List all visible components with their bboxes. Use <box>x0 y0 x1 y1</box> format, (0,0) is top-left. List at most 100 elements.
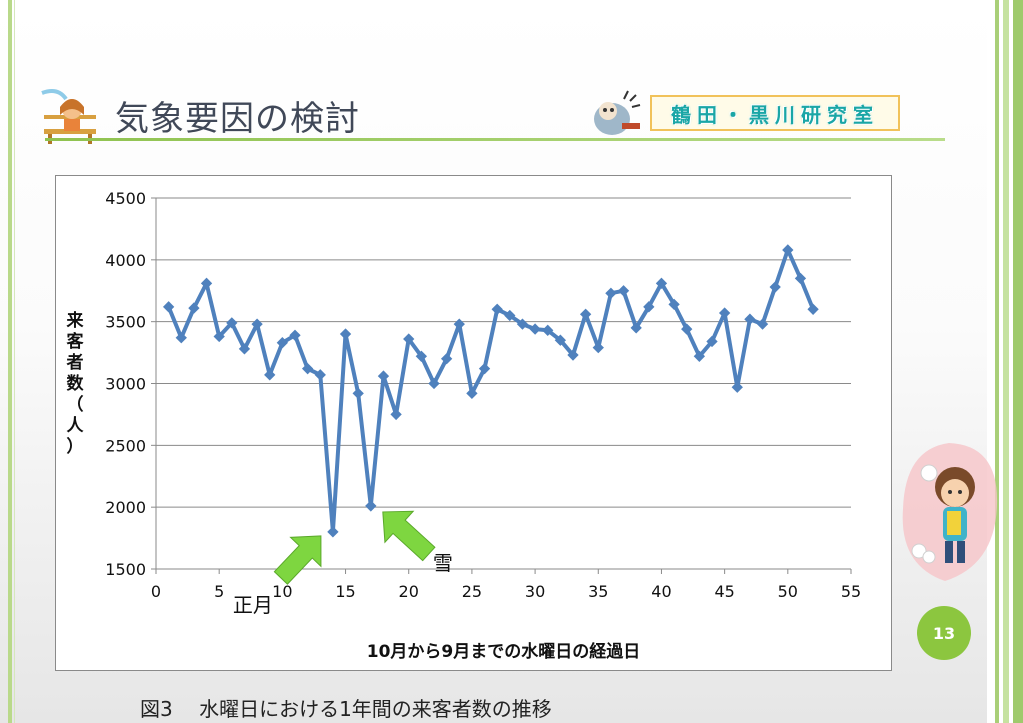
x-tick-label: 5 <box>214 582 224 601</box>
y-axis-label-char: 人 <box>66 416 84 436</box>
data-point <box>327 526 339 538</box>
frame-right-stripes <box>987 0 1023 723</box>
data-point <box>453 318 465 330</box>
data-point <box>516 318 529 330</box>
frame-left-stripe-thin <box>14 0 15 723</box>
y-axis-label-char: 数 <box>66 374 84 394</box>
data-point <box>276 337 289 349</box>
snowball-kid-illustration <box>902 443 998 581</box>
y-axis-label-char: 来 <box>66 311 84 331</box>
figure-caption: 図3 水曜日における1年間の来客者数の推移 <box>140 697 552 721</box>
data-point <box>617 285 630 297</box>
x-tick-label: 30 <box>525 582 545 601</box>
x-tick-label: 45 <box>714 582 734 601</box>
x-tick-label: 20 <box>399 582 419 601</box>
data-point <box>365 500 377 512</box>
data-point <box>655 277 668 289</box>
data-point <box>567 349 579 361</box>
scientist-icon <box>594 90 641 135</box>
series-line <box>166 247 815 534</box>
y-axis-label: 来客者数（人） <box>64 311 86 458</box>
chart-panel: 1500 2000 2500 3000 3500 4000 4500 0 5 10 15 20 25 30… <box>55 175 892 671</box>
x-axis-label: 10月から9月までの水曜日の経過日 <box>367 641 641 662</box>
x-tick-label: 55 <box>841 582 861 601</box>
data-point <box>681 323 693 335</box>
data-point <box>226 317 238 329</box>
data-point <box>478 363 491 375</box>
data-point <box>794 272 807 285</box>
data-point <box>744 313 756 325</box>
data-point <box>188 302 200 314</box>
data-point <box>162 301 175 313</box>
y-axis-label-char: （ <box>66 395 84 415</box>
data-point <box>251 318 263 330</box>
data-point <box>542 324 554 336</box>
data-point <box>731 381 743 393</box>
x-tick-label: 15 <box>335 582 355 601</box>
annotation-arrow-shape <box>273 535 322 585</box>
data-point <box>782 244 794 256</box>
line-chart: 1500 2000 2500 3000 3500 4000 4500 0 5 10 15 20 25 30… <box>105 189 861 662</box>
annotation-label-snow: 雪 <box>433 551 453 575</box>
slide-header: 気象要因の検討 鶴田・黒川研究室 <box>40 85 960 145</box>
y-axis-label-char: 者 <box>66 353 84 373</box>
data-point <box>301 363 314 375</box>
x-tick-label: 10 <box>272 582 292 601</box>
y-axis-label-char: 客 <box>66 332 84 352</box>
data-point <box>428 377 440 390</box>
data-point <box>769 281 781 293</box>
data-point <box>440 353 453 365</box>
x-tick-label: 40 <box>651 582 671 601</box>
y-axis-label-char: ） <box>66 437 84 457</box>
page-number-badge: 13 <box>917 606 971 660</box>
data-point <box>529 323 541 335</box>
x-tick-label: 25 <box>462 582 482 601</box>
title-underline <box>45 138 945 141</box>
lab-name-badge: 鶴田・黒川研究室 <box>650 95 900 131</box>
data-point <box>756 318 769 330</box>
x-tick-label: 0 <box>151 582 161 601</box>
y-axis-label-text: 来客者数（人） <box>64 311 86 458</box>
data-point <box>579 308 592 320</box>
data-point <box>175 332 187 344</box>
y-tick-label: 2000 <box>105 498 146 517</box>
annotation-arrow <box>382 510 436 562</box>
data-point <box>403 333 415 345</box>
data-point <box>630 322 642 334</box>
y-tick-label: 3500 <box>105 313 146 332</box>
data-point <box>466 387 478 400</box>
data-point <box>605 287 617 299</box>
x-tick-label: 35 <box>588 582 608 601</box>
data-point <box>339 328 352 340</box>
data-point <box>289 329 301 341</box>
data-point <box>554 334 567 346</box>
data-point <box>491 303 503 315</box>
data-point <box>264 369 276 381</box>
data-point <box>592 341 604 354</box>
data-point <box>807 303 819 315</box>
x-tick-label: 50 <box>778 582 798 601</box>
y-tick-label: 3000 <box>105 375 146 394</box>
frame-left-stripe <box>8 0 12 723</box>
annotation-arrow-shape <box>382 510 436 562</box>
data-point <box>706 335 718 348</box>
data-point <box>377 370 390 382</box>
data-point <box>504 309 516 322</box>
y-tick-label: 4500 <box>105 189 146 208</box>
data-point <box>314 369 326 381</box>
y-tick-label: 4000 <box>105 251 146 270</box>
data-point <box>352 387 364 400</box>
data-point <box>238 343 251 355</box>
data-point <box>718 307 731 319</box>
y-tick-label: 1500 <box>105 560 146 579</box>
page-title: 気象要因の検討 <box>115 99 360 139</box>
annotation-arrow <box>273 535 322 585</box>
data-point <box>200 277 213 289</box>
annotation-label-new-year: 正月 <box>233 593 273 617</box>
girl-on-bench-icon <box>41 89 96 144</box>
data-point <box>213 330 225 343</box>
y-tick-label: 2500 <box>105 436 146 455</box>
data-point <box>693 350 706 362</box>
data-point <box>390 408 402 421</box>
data-point <box>415 350 428 362</box>
